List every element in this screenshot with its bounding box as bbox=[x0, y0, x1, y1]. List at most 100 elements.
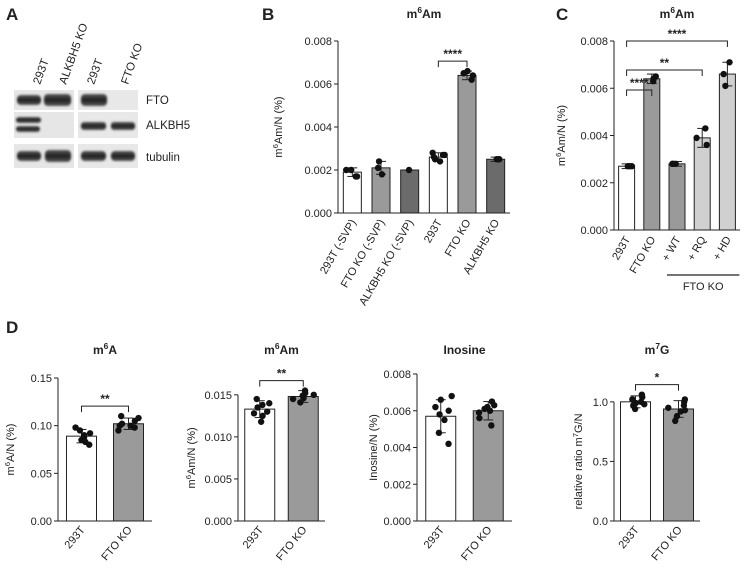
bar bbox=[400, 169, 420, 214]
data-point bbox=[437, 396, 444, 403]
significance-bracket bbox=[259, 380, 304, 387]
chart-panel-d-inosine: Inosine 0.000 0.002 0.004 0.006 0.008 Inosine/… bbox=[368, 343, 512, 563]
y-axis-label: m6Am/N (%) bbox=[271, 96, 286, 157]
blot-row-label-tubulin: tubulin bbox=[146, 152, 180, 164]
chart-title: m6Am bbox=[264, 341, 299, 357]
y-axis-label: m6Am/N (%) bbox=[184, 427, 199, 488]
x-tick-label: 293T bbox=[616, 524, 641, 551]
data-point bbox=[342, 166, 350, 174]
x-tick-label: + WT bbox=[660, 234, 684, 263]
lane-label-293t-2: 293T bbox=[86, 57, 106, 86]
significance-bracket bbox=[635, 384, 679, 391]
x-tick-label: + RQ bbox=[685, 234, 709, 263]
y-tick-label: 0.008 bbox=[383, 369, 411, 381]
chart-title: Inosine bbox=[443, 343, 485, 357]
data-point bbox=[436, 158, 444, 165]
lane-label-alkbh5-ko: ALKBH5 KO bbox=[58, 22, 91, 86]
y-axis-label-base: m bbox=[186, 479, 198, 488]
significance-label: ** bbox=[100, 392, 110, 406]
panel-a: A 293T ALKBH5 KO 293T FTO KO FTO ALKBH5 bbox=[6, 5, 190, 168]
data-point bbox=[641, 401, 648, 408]
bar bbox=[643, 78, 661, 231]
data-point bbox=[681, 406, 689, 414]
y-tick-label: 1.0 bbox=[593, 397, 608, 409]
y-tick-label: 0.005 bbox=[204, 474, 232, 486]
chart-title: m6Am bbox=[407, 5, 442, 21]
data-point bbox=[629, 396, 636, 403]
y-axis-label-sup: 6 bbox=[184, 475, 193, 479]
data-point bbox=[638, 391, 646, 398]
y-axis-label-base: m bbox=[273, 148, 285, 157]
significance-label: ** bbox=[660, 56, 670, 70]
data-point bbox=[488, 422, 495, 429]
data-point bbox=[476, 414, 483, 422]
data-point bbox=[250, 410, 258, 417]
data-point bbox=[435, 429, 443, 436]
bar bbox=[457, 74, 477, 214]
group-label: FTO KO bbox=[683, 281, 724, 293]
y-tick-label: 0.006 bbox=[580, 83, 608, 95]
y-tick-label: 0.004 bbox=[580, 131, 608, 143]
data-point bbox=[469, 72, 477, 79]
blot-row-fto: FTO bbox=[14, 90, 169, 110]
panel-b-letter: B bbox=[262, 5, 274, 24]
y-tick-label: 0.15 bbox=[31, 373, 52, 385]
data-point bbox=[263, 408, 271, 415]
x-tick-label: FTO KO bbox=[649, 524, 685, 563]
blot-band bbox=[16, 126, 40, 132]
blot-band bbox=[111, 122, 135, 130]
chart-title-rest: Am bbox=[280, 343, 299, 357]
y-axis-label: relative ratio m7G/N bbox=[571, 413, 586, 509]
blot-strip bbox=[14, 112, 74, 138]
data-point bbox=[86, 430, 94, 437]
y-tick-label: 0.002 bbox=[304, 165, 332, 177]
chart-title-sup: 6 bbox=[417, 5, 422, 15]
data-point bbox=[650, 75, 657, 83]
data-point bbox=[460, 70, 467, 77]
significance-label: **** bbox=[443, 47, 462, 61]
blot-band bbox=[17, 151, 41, 161]
x-tick-label: FTO KO bbox=[459, 524, 495, 563]
y-tick-label: 0.10 bbox=[31, 421, 52, 433]
data-point bbox=[702, 125, 709, 132]
significance-bracket bbox=[626, 89, 653, 96]
chart-title-base: m bbox=[264, 343, 275, 357]
bar bbox=[287, 396, 319, 522]
chart-title: m6Am bbox=[660, 5, 695, 21]
data-point bbox=[375, 158, 383, 165]
data-point bbox=[299, 392, 306, 399]
bar bbox=[66, 435, 97, 522]
y-axis-label: m6Am/N (%) bbox=[554, 105, 569, 166]
blot-row-alkbh5: ALKBH5 bbox=[14, 112, 190, 138]
data-point bbox=[254, 404, 261, 411]
blot-band bbox=[81, 94, 107, 106]
chart-title-sup: 7 bbox=[655, 341, 660, 351]
data-point bbox=[445, 440, 452, 448]
data-point bbox=[673, 412, 681, 420]
chart-title-rest: G bbox=[660, 343, 669, 357]
bar bbox=[663, 408, 694, 522]
y-axis-label-sup: 7 bbox=[571, 433, 580, 437]
y-tick-label: 0.002 bbox=[383, 479, 411, 491]
chart-title: m7G bbox=[645, 341, 670, 357]
data-point bbox=[266, 400, 273, 407]
significance-bracket bbox=[81, 405, 129, 413]
bar bbox=[693, 137, 711, 231]
lane-label-fto-ko: FTO KO bbox=[120, 42, 146, 86]
y-axis-label-rest: Am/N (%) bbox=[273, 96, 285, 144]
y-axis-label-rest: G/N bbox=[573, 413, 585, 433]
panel-a-letter: A bbox=[6, 5, 18, 24]
data-point bbox=[481, 405, 488, 413]
blot-band bbox=[16, 117, 41, 123]
y-tick-label: 0.010 bbox=[204, 432, 232, 444]
bar bbox=[472, 410, 504, 522]
blot-band bbox=[17, 95, 41, 105]
x-tick-label: 293T bbox=[62, 524, 87, 551]
bar bbox=[718, 73, 736, 231]
blot-row-tubulin: tubulin bbox=[14, 144, 180, 168]
significance-label: ** bbox=[277, 367, 287, 381]
y-tick-label: 0.015 bbox=[204, 390, 232, 402]
y-tick-label: 0.0 bbox=[593, 516, 608, 528]
